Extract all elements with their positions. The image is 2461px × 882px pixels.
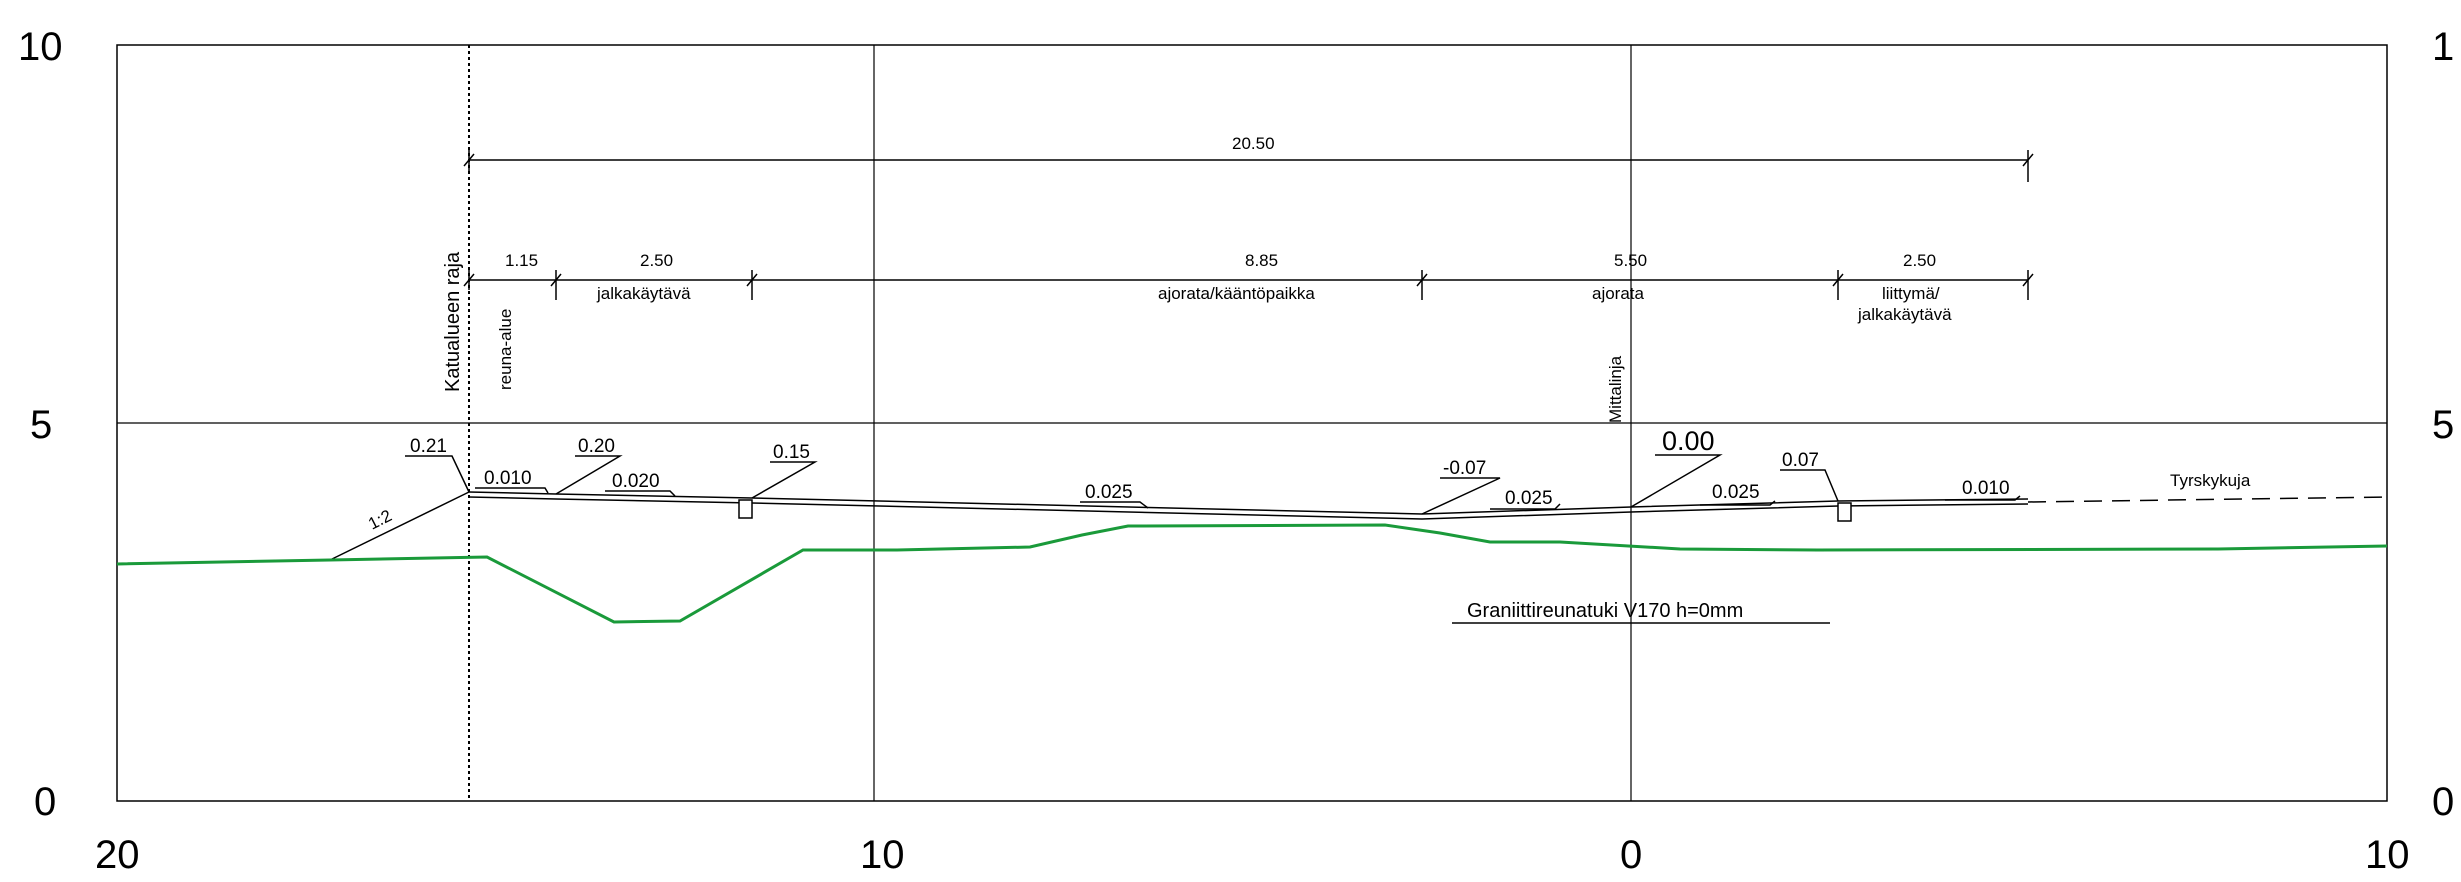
slope-label-0025-a: 0.025 <box>1085 482 1133 503</box>
total-dimension-label: 20.50 <box>1232 134 1275 153</box>
elevation-markers <box>405 454 1839 515</box>
slope-label-0010-left: 0.010 <box>484 468 532 489</box>
elevation-label-021: 0.21 <box>410 436 447 457</box>
total-dim-slash-left <box>463 153 475 167</box>
tyrskykuja-label: Tyrskykuja <box>2170 471 2251 490</box>
x-label-0: 0 <box>1620 833 1642 877</box>
segment-value-1: 1.15 <box>505 251 538 270</box>
segment-value-5: 2.50 <box>1903 251 1936 270</box>
road-surface-bottom <box>468 496 2029 520</box>
segment-value-3: 8.85 <box>1245 251 1278 270</box>
curb-left <box>738 499 753 519</box>
reuna-alue-label: reuna-alue <box>496 309 515 390</box>
existing-terrain-line <box>116 523 2388 624</box>
total-dim-slash-right <box>2022 153 2034 167</box>
segment-ticks <box>463 270 2034 300</box>
elevation-label-020: 0.20 <box>578 436 615 457</box>
segment-name-ajorata: ajorata <box>1592 284 1645 303</box>
y-right-label-top: 1 <box>2432 25 2454 69</box>
y-right-label-5: 5 <box>2432 403 2454 447</box>
embankment-slope-line <box>329 491 470 561</box>
segment-name-jalkakaytava: jalkakäytävä <box>596 284 691 303</box>
x-label-10: 10 <box>860 833 905 877</box>
segment-value-4: 5.50 <box>1614 251 1647 270</box>
elevation-label-neg007: -0.07 <box>1443 458 1486 479</box>
y-left-label-0: 0 <box>34 780 56 824</box>
katualueen-raja-label: Katualueen raja <box>442 251 464 392</box>
y-left-label-5: 5 <box>30 403 52 447</box>
graniitti-label: Graniittireunatuki V170 h=0mm <box>1467 600 1743 622</box>
tyrskykuja-dashed-line <box>2027 496 2388 503</box>
y-right-label-0: 0 <box>2432 780 2454 824</box>
segment-value-2: 2.50 <box>640 251 673 270</box>
slope-ratio-label: 1:2 <box>365 506 395 534</box>
y-left-label-10: 10 <box>18 25 63 69</box>
elevation-label-007: 0.07 <box>1782 450 1819 471</box>
slope-label-0025-c: 0.025 <box>1712 482 1760 503</box>
road-surface-top <box>468 491 2029 515</box>
x-label-20: 20 <box>95 833 140 877</box>
elevation-label-015: 0.15 <box>773 442 810 463</box>
mittalinja-label: Mittalinja <box>1606 355 1625 423</box>
slope-label-0020: 0.020 <box>612 471 660 492</box>
x-label-10-right: 10 <box>2365 833 2410 877</box>
elevation-label-000: 0.00 <box>1662 426 1715 456</box>
segment-name-liittyma: liittymä/ <box>1882 284 1940 303</box>
curb-right <box>1837 502 1852 522</box>
segment-name-jalkakaytava-2: jalkakäytävä <box>1857 305 1952 324</box>
slope-label-0025-b: 0.025 <box>1505 488 1553 509</box>
slope-label-0010-right: 0.010 <box>1962 478 2010 499</box>
segment-name-ajorata-kaantopaikka: ajorata/kääntöpaikka <box>1158 284 1315 303</box>
slope-underlines <box>475 487 2021 510</box>
